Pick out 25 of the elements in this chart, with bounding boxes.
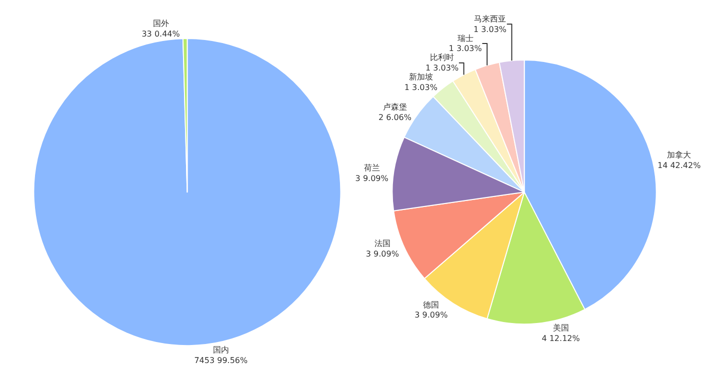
data-label: 4 12.12%: [542, 334, 580, 343]
data-label: 14 42.42%: [657, 161, 702, 170]
data-label: 1 3.03%: [448, 44, 482, 54]
slice-label: 德国: [423, 300, 440, 310]
data-label: 7453 99.56%: [194, 356, 248, 365]
data-label: 1 3.03%: [404, 82, 438, 92]
slice-label: 法国: [374, 238, 390, 248]
slice-label: 荷兰: [364, 163, 380, 172]
data-label: 3 9.09%: [366, 249, 400, 258]
data-label: 2 6.06%: [378, 112, 412, 122]
slice-label: 加拿大: [667, 150, 692, 160]
slice-label: 新加坡: [408, 72, 433, 82]
slice-label: 马来西亚: [474, 14, 506, 24]
slice-label: 比利时: [430, 53, 454, 62]
data-label: 3 9.09%: [414, 310, 448, 320]
slice-label: 卢森堡: [382, 102, 407, 112]
slice-label: 国内: [212, 346, 229, 355]
slice-label: 国外: [152, 19, 169, 28]
data-label: 3 9.09%: [355, 174, 389, 183]
slice-label: 瑞士: [457, 34, 474, 43]
slice-label: 美国: [552, 323, 569, 332]
data-label: 33 0.44%: [142, 30, 180, 39]
pie-slice: [33, 38, 342, 346]
data-label: 1 3.03%: [425, 64, 459, 73]
data-label: 1 3.03%: [473, 24, 507, 34]
